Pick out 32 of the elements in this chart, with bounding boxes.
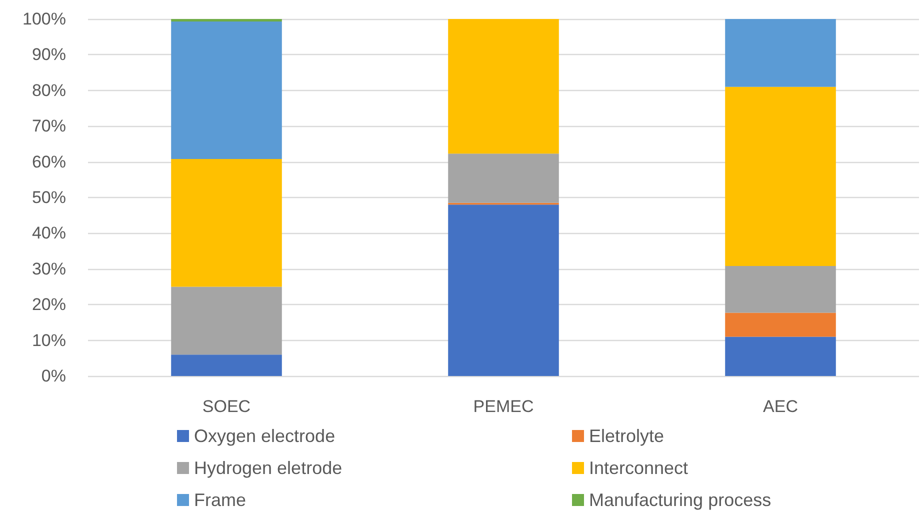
y-tick-label: 30% bbox=[32, 259, 66, 278]
bar bbox=[171, 158, 282, 287]
legend-label: Hydrogen eletrode bbox=[194, 458, 342, 478]
bar bbox=[448, 204, 559, 376]
bar bbox=[725, 266, 836, 313]
bar bbox=[725, 19, 836, 87]
y-tick-label: 100% bbox=[22, 10, 66, 28]
bar bbox=[448, 19, 559, 154]
legend-label: Interconnect bbox=[589, 458, 688, 478]
y-tick-label: 70% bbox=[32, 116, 66, 136]
x-tick-label: PEMEC bbox=[473, 397, 534, 416]
bar bbox=[448, 154, 559, 203]
y-tick-label: 0% bbox=[41, 366, 66, 386]
bar bbox=[171, 354, 282, 376]
y-tick-label: 50% bbox=[32, 188, 66, 207]
legend-label: Eletrolyte bbox=[589, 426, 664, 446]
y-tick-label: 10% bbox=[32, 330, 66, 350]
legend-label: Manufacturing process bbox=[589, 490, 772, 510]
y-tick-label: 90% bbox=[32, 45, 66, 64]
y-tick-label: 80% bbox=[32, 80, 66, 100]
x-tick-label: AEC bbox=[763, 397, 798, 416]
y-tick-label: 40% bbox=[32, 224, 66, 243]
legend-label: Frame bbox=[194, 490, 246, 510]
bar bbox=[171, 22, 282, 159]
bar bbox=[171, 286, 282, 355]
bar bbox=[725, 312, 836, 337]
y-tick-label: 20% bbox=[32, 295, 66, 314]
y-tick-label: 60% bbox=[32, 152, 66, 172]
x-tick-label: SOEC bbox=[202, 397, 251, 416]
bar bbox=[725, 86, 836, 266]
legend-label: Oxygen electrode bbox=[194, 426, 336, 446]
bar bbox=[725, 336, 836, 376]
